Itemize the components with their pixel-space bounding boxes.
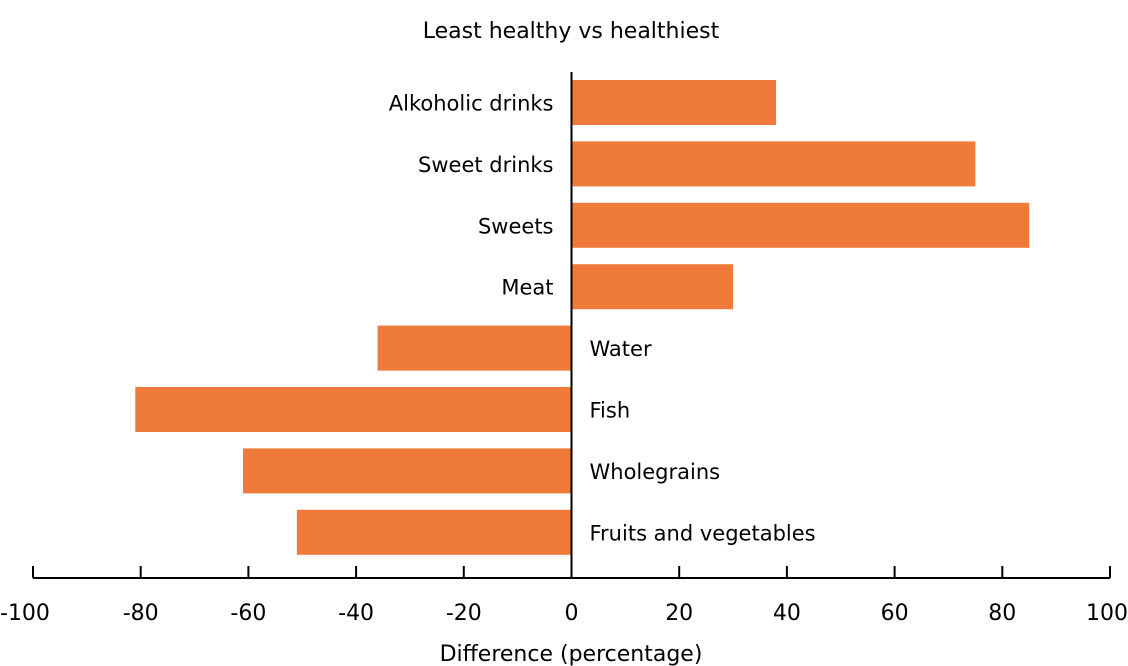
x-tick-label: 0 bbox=[565, 601, 579, 626]
x-axis-ticks-group: -100 -80 -60 -40 -20 0 20 40 60 80 100 bbox=[0, 566, 1128, 626]
category-label: Water bbox=[590, 337, 652, 361]
category-label: Alkoholic drinks bbox=[389, 92, 554, 116]
x-tick-label: 80 bbox=[988, 601, 1016, 626]
category-label: Sweet drinks bbox=[418, 153, 553, 177]
x-tick-label: 40 bbox=[773, 601, 801, 626]
x-tick-label: -40 bbox=[338, 601, 374, 626]
category-labels-group: Alkoholic drinks Sweet drinks Sweets Meat Wa… bbox=[389, 92, 816, 546]
category-label: Meat bbox=[501, 276, 553, 300]
x-tick-label: 60 bbox=[881, 601, 909, 626]
category-label: Wholegrains bbox=[590, 460, 721, 484]
bars-group bbox=[135, 80, 1030, 555]
category-label: Fruits and vegetables bbox=[590, 521, 816, 545]
bar-fruits-and-vegetables bbox=[296, 509, 572, 555]
bar-meat bbox=[571, 264, 734, 310]
x-axis-title: Difference (percentage) bbox=[440, 642, 703, 666]
category-label: Sweets bbox=[478, 214, 554, 238]
bar-alkoholic-drinks bbox=[571, 80, 777, 125]
x-tick-label: 20 bbox=[665, 601, 693, 626]
x-tick-label: -60 bbox=[230, 601, 266, 626]
x-tick-label: -80 bbox=[123, 601, 159, 626]
chart-title: Least healthy vs healthiest bbox=[423, 19, 720, 44]
bar-water bbox=[377, 325, 572, 371]
x-tick-label: -100 bbox=[0, 601, 50, 626]
bar-sweets bbox=[571, 202, 1030, 248]
x-tick-label: -20 bbox=[446, 601, 482, 626]
bar-fish bbox=[135, 387, 572, 432]
bar-sweet-drinks bbox=[571, 141, 976, 187]
x-tick-label: 100 bbox=[1086, 601, 1128, 626]
category-label: Fish bbox=[590, 399, 631, 423]
bar-wholegrains bbox=[243, 448, 572, 494]
